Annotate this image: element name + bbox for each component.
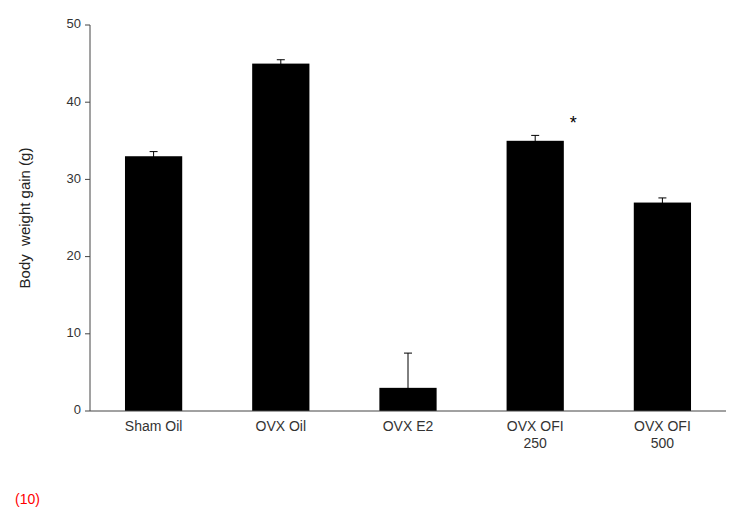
y-tick-label: 10: [67, 325, 81, 340]
bar: [507, 141, 564, 411]
error-line: [153, 152, 154, 161]
y-axis: [90, 25, 91, 411]
error-bar: [531, 135, 539, 146]
error-bar: [150, 152, 158, 161]
x-tick-label-line: 250: [524, 435, 548, 451]
y-tick-label: 20: [67, 248, 81, 263]
error-cap: [531, 135, 539, 136]
chart: 01020304050Sham OilOVX OilOVX E2OVX OFI2…: [0, 0, 751, 516]
y-tick: [85, 256, 90, 257]
error-cap: [277, 59, 285, 60]
x-tick-label-line: Sham Oil: [125, 418, 183, 434]
error-cap: [658, 197, 666, 198]
y-tick: [85, 333, 90, 334]
y-tick-label: 30: [67, 171, 81, 186]
error-bar: [277, 60, 285, 68]
annotation: *: [570, 113, 577, 133]
x-tick-label: OVX OFI250: [507, 418, 564, 451]
x-tick-label: Sham Oil: [125, 418, 183, 434]
footnote: (10): [15, 491, 40, 507]
error-bar: [658, 198, 666, 207]
error-line: [280, 60, 281, 68]
x-tick-label: OVX E2: [383, 418, 434, 434]
bar: [252, 64, 309, 411]
x-tick-label-line: OVX Oil: [256, 418, 307, 434]
x-tick-label-line: OVX OFI: [634, 418, 691, 434]
x-tick-label-line: OVX E2: [383, 418, 434, 434]
y-tick-label: 0: [74, 402, 81, 417]
y-tick-label: 50: [67, 16, 81, 31]
y-tick: [85, 25, 90, 26]
error-cap: [150, 160, 158, 161]
error-bar: [404, 353, 412, 411]
y-axis-label: Body weight gain (g): [16, 148, 33, 289]
error-cap: [150, 151, 158, 152]
error-line: [535, 135, 536, 146]
x-tick-label: OVX OFI500: [634, 418, 691, 451]
x-tick-label-line: 500: [651, 435, 675, 451]
x-tick-label-line: OVX OFI: [507, 418, 564, 434]
y-tick-label: 40: [67, 94, 81, 109]
x-tick-label: OVX Oil: [256, 418, 307, 434]
error-line: [408, 353, 409, 411]
error-cap: [277, 67, 285, 68]
x-axis: [90, 411, 726, 412]
error-cap: [531, 146, 539, 147]
error-cap: [658, 207, 666, 208]
error-cap: [404, 353, 412, 354]
bars: [125, 60, 691, 411]
error-line: [662, 198, 663, 207]
bar: [125, 156, 182, 411]
y-tick: [85, 411, 90, 412]
y-tick: [85, 179, 90, 180]
y-tick: [85, 102, 90, 103]
bar: [634, 203, 691, 411]
